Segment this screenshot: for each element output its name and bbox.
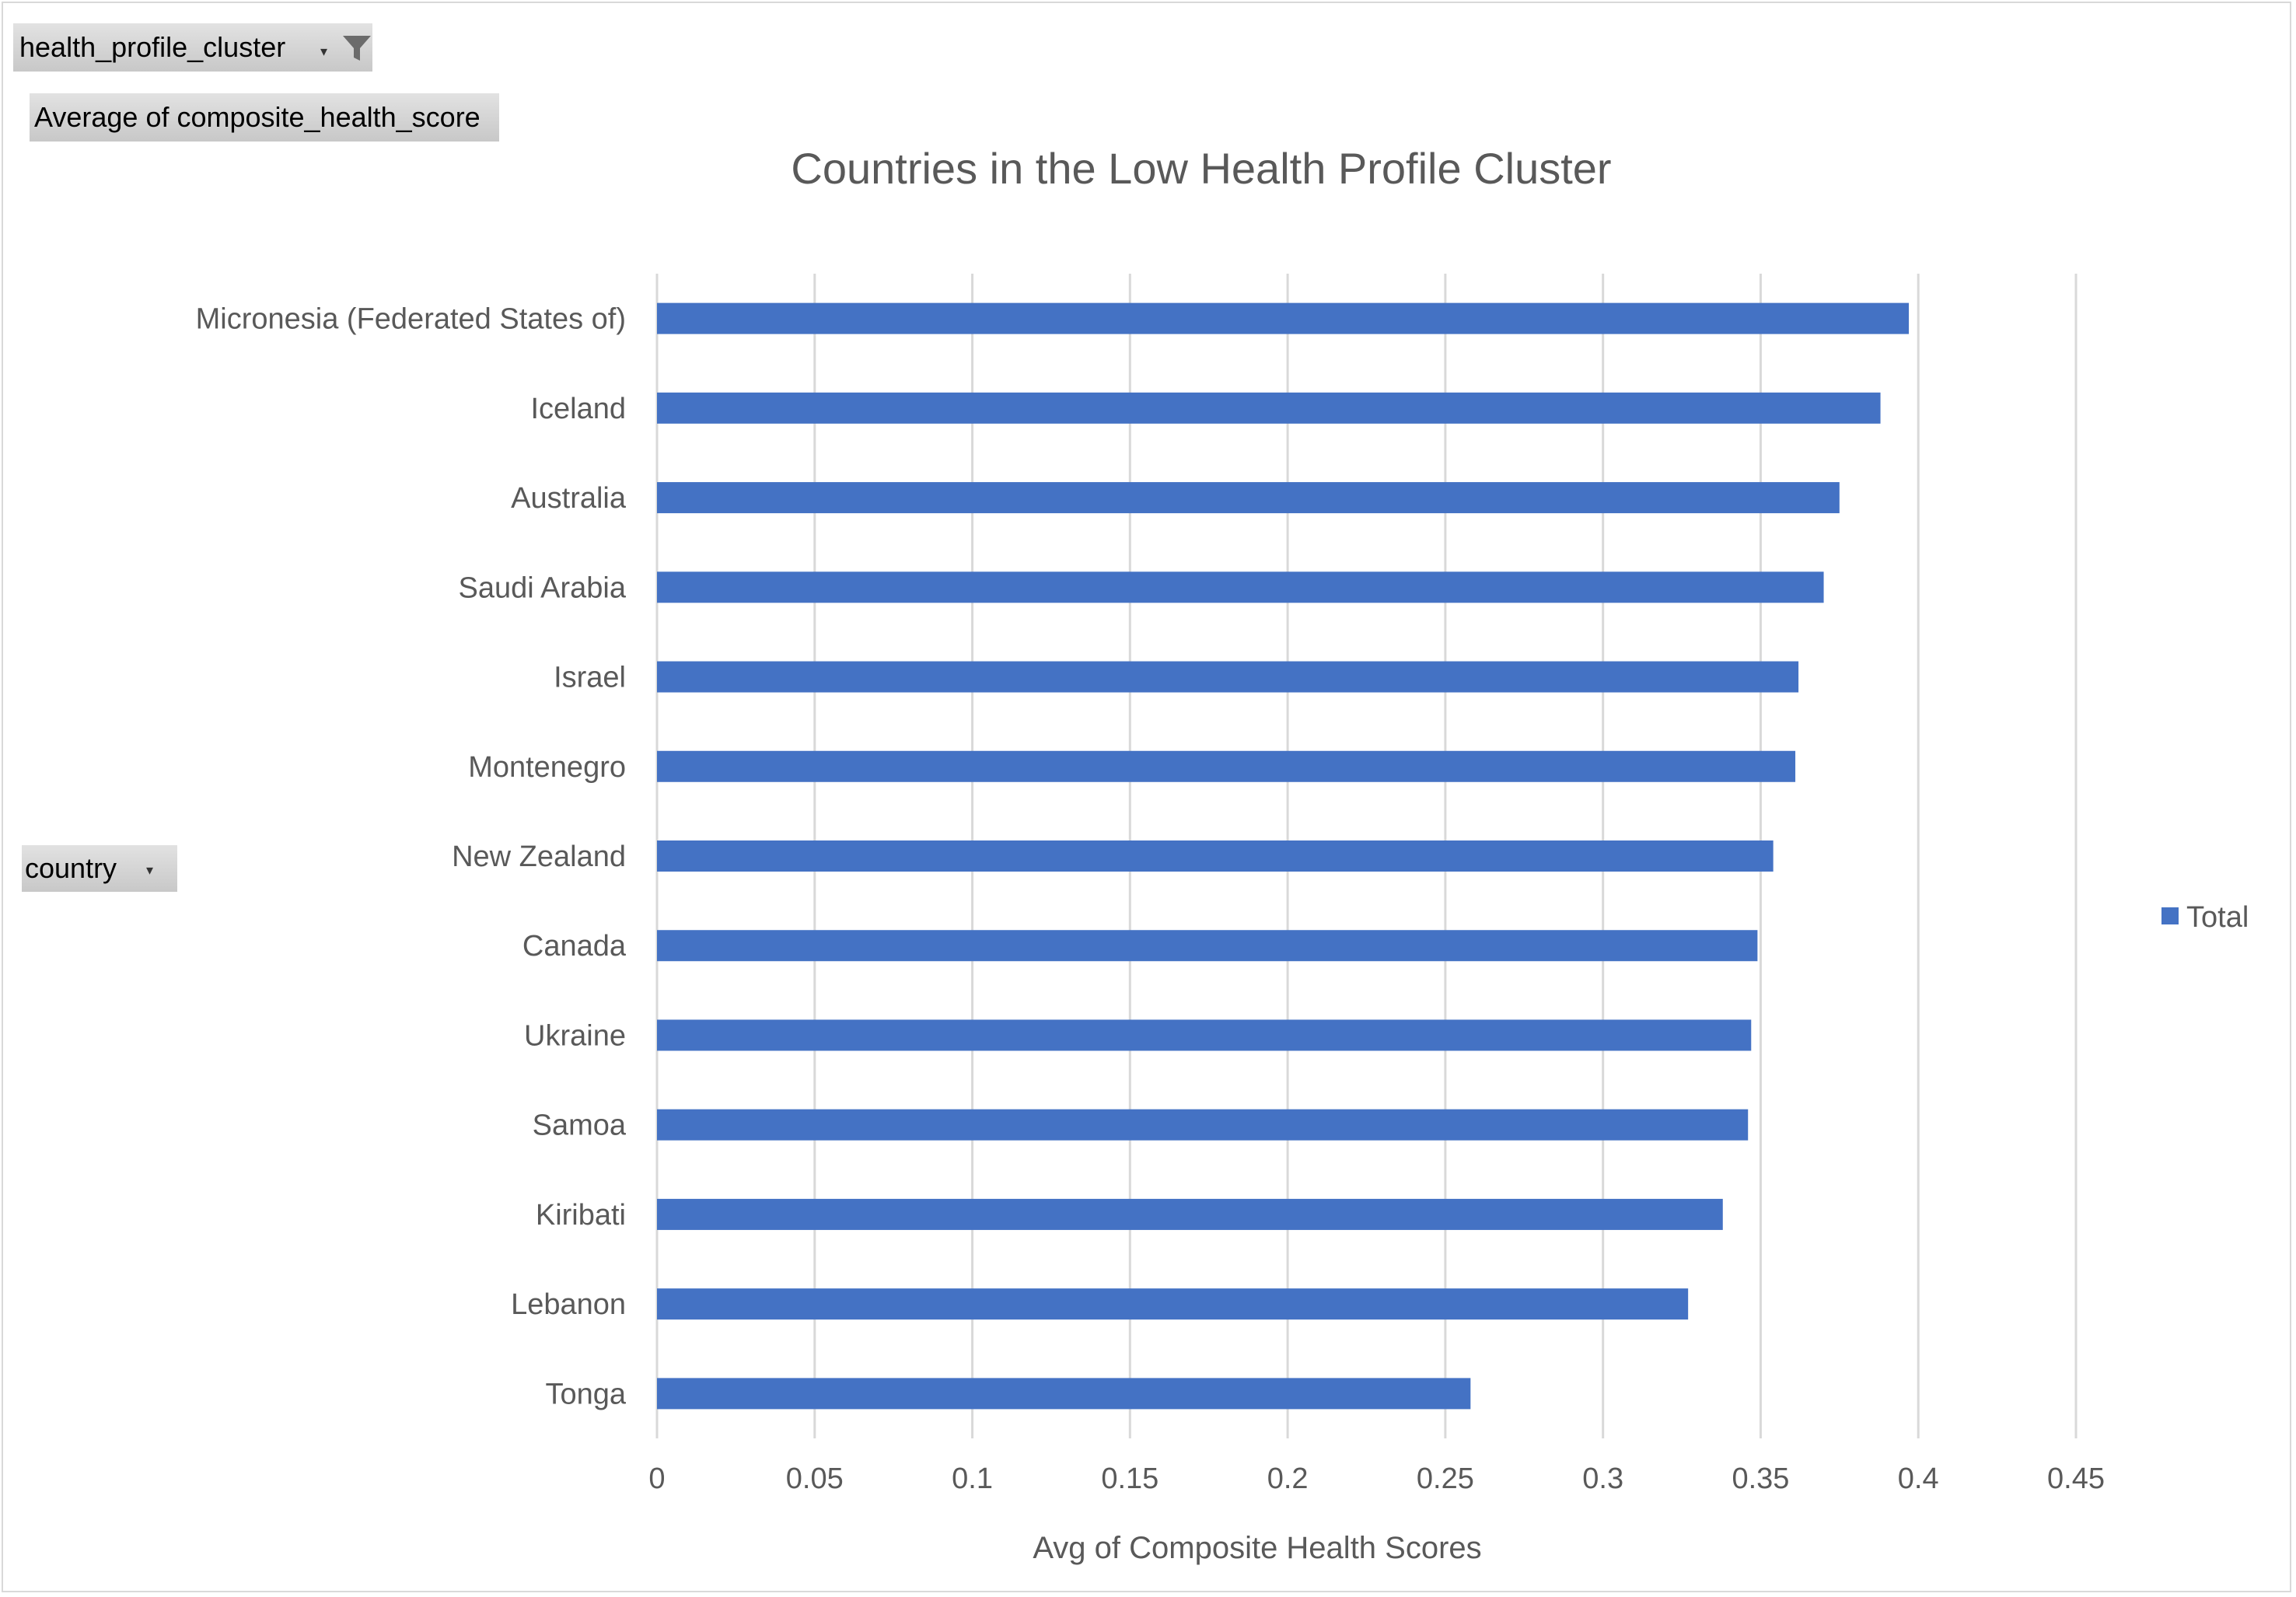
- category-label: Montenegro: [468, 751, 626, 784]
- category-label: Australia: [511, 482, 627, 515]
- category-labels: Micronesia (Federated States of) Iceland A…: [196, 303, 627, 1411]
- category-label: Canada: [522, 930, 627, 963]
- category-label: Micronesia (Federated States of): [196, 303, 626, 336]
- legend: Total: [2161, 901, 2249, 934]
- x-tick-label: 0.35: [1732, 1462, 1789, 1495]
- x-tick-labels: 0 0.05 0.1 0.15 0.2 0.25 0.3 0.35 0.4 0.45: [648, 1462, 2105, 1495]
- dropdown-arrow-icon: ▾: [320, 44, 328, 59]
- bar: [657, 482, 1840, 514]
- bar: [657, 571, 1824, 603]
- axis-field-button[interactable]: country ▾: [22, 845, 177, 892]
- category-label: Kiribati: [536, 1199, 626, 1232]
- bar: [657, 1288, 1689, 1320]
- bar: [657, 1378, 1471, 1410]
- bar: [657, 1109, 1749, 1141]
- x-tick-label: 0.3: [1582, 1462, 1623, 1495]
- x-tick-label: 0: [648, 1462, 665, 1495]
- x-tick-label: 0.45: [2047, 1462, 2105, 1495]
- x-tick-label: 0.05: [786, 1462, 844, 1495]
- bar: [657, 661, 1799, 693]
- category-label: Israel: [554, 662, 626, 694]
- bar: [657, 392, 1881, 424]
- chart-title: Countries in the Low Health Profile Clus…: [791, 144, 1611, 193]
- bar: [657, 1019, 1752, 1051]
- filter-field-label: health_profile_cluster: [19, 31, 286, 63]
- values-field-label: Average of composite_health_score: [34, 101, 481, 133]
- category-label: Samoa: [533, 1110, 627, 1142]
- category-label: Saudi Arabia: [459, 571, 627, 604]
- bar: [657, 930, 1758, 962]
- filter-funnel-icon[interactable]: [340, 31, 374, 65]
- bar: [657, 840, 1774, 872]
- category-label: Tonga: [545, 1378, 626, 1410]
- category-label: Iceland: [530, 393, 626, 425]
- bar: [657, 750, 1796, 782]
- legend-swatch: [2161, 907, 2179, 924]
- category-label: Lebanon: [511, 1288, 626, 1321]
- axis-field-label: country: [25, 852, 117, 884]
- x-tick-label: 0.1: [952, 1462, 993, 1495]
- bars: [657, 302, 1910, 1410]
- bar: [657, 1198, 1723, 1230]
- legend-label: Total: [2186, 901, 2249, 934]
- dropdown-arrow-icon: ▾: [146, 862, 154, 878]
- x-axis-title: Avg of Composite Health Scores: [1033, 1531, 1481, 1565]
- filter-field-button[interactable]: health_profile_cluster ▾: [13, 23, 372, 72]
- x-tick-label: 0.15: [1101, 1462, 1158, 1495]
- category-label: New Zealand: [452, 840, 626, 873]
- category-label: Ukraine: [524, 1019, 626, 1052]
- x-tick-label: 0.25: [1417, 1462, 1474, 1495]
- x-tick-label: 0.4: [1898, 1462, 1939, 1495]
- values-field-button[interactable]: Average of composite_health_score: [30, 93, 499, 142]
- x-tick-label: 0.2: [1267, 1462, 1309, 1495]
- bar: [657, 302, 1910, 334]
